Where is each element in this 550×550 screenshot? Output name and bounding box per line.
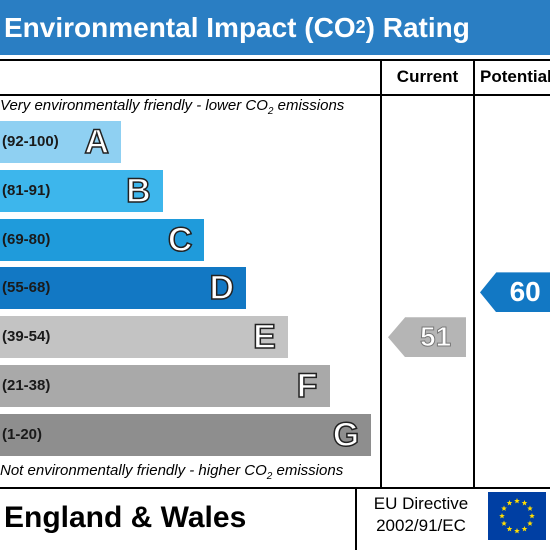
eu-star — [521, 500, 528, 506]
frame-top-line — [0, 59, 550, 61]
band-range-label: (92-100) — [2, 133, 59, 150]
eu-star — [506, 525, 513, 532]
eu-star — [529, 513, 535, 519]
region-label: England & Wales — [4, 501, 247, 534]
band-g: (1-20) G — [0, 413, 372, 456]
chart-title: Environmental Impact (CO 2) Rating — [0, 0, 550, 55]
band-range-label: (21-38) — [2, 377, 51, 394]
band-letter-label: F — [296, 366, 318, 406]
eu-star — [521, 525, 528, 532]
caption-top-suffix: emissions — [273, 97, 345, 114]
current-rating-value: 51 — [420, 321, 452, 353]
title-suffix: ) Rating — [365, 11, 470, 43]
frame-divider-right — [473, 59, 475, 489]
band-letter-label: D — [209, 269, 235, 309]
eu-star — [501, 520, 507, 526]
directive-line-2: 2002/91/EC — [376, 516, 466, 535]
frame-bottom-line — [0, 487, 550, 489]
band-range-label: (1-20) — [2, 425, 43, 443]
band-letter-label: A — [84, 122, 110, 162]
caption-top-prefix: Very environmentally friendly - lower CO — [0, 97, 268, 114]
current-rating-arrow: 51 — [388, 317, 466, 358]
caption-bottom-prefix: Not environmentally friendly - higher CO — [0, 462, 267, 479]
eu-flag-icon — [488, 492, 546, 540]
caption-top: Very environmentally friendly - lower CO… — [0, 97, 344, 117]
eu-star — [501, 505, 507, 511]
band-b: (81-91) B — [0, 169, 163, 212]
frame-divider-left — [380, 59, 382, 489]
caption-bottom-suffix: emissions — [272, 462, 344, 479]
band-e: (39-54) E — [0, 316, 288, 359]
eu-star — [527, 520, 533, 526]
band-letter-label: B — [125, 171, 151, 211]
band-range-label: (39-54) — [2, 328, 51, 346]
band-c: (69-80) C — [0, 218, 205, 261]
caption-bottom-sub: 2 — [266, 471, 273, 482]
caption-top-sub: 2 — [267, 106, 274, 117]
eu-stars-icon — [499, 498, 535, 534]
potential-rating-arrow: 60 — [480, 272, 550, 313]
eu-star — [506, 500, 513, 506]
potential-rating-value: 60 — [509, 276, 541, 308]
band-range-label: (69-80) — [2, 230, 51, 248]
title-subscript: 2 — [355, 17, 366, 37]
frame-header-line — [0, 94, 550, 96]
footer-divider — [355, 489, 357, 550]
band-letter-label: C — [167, 220, 193, 260]
band-a: (92-100) A — [0, 121, 121, 163]
eu-star — [514, 498, 520, 504]
band-letter-label: G — [332, 415, 360, 455]
eu-star — [527, 505, 533, 511]
eu-star — [499, 513, 505, 519]
eu-star — [514, 528, 520, 534]
band-f: (21-38) F — [0, 365, 330, 407]
band-d: (55-68) D — [0, 267, 247, 310]
caption-bottom: Not environmentally friendly - higher CO… — [0, 462, 343, 482]
directive-line-1: EU Directive — [373, 494, 469, 513]
band-letter-label: E — [252, 317, 276, 357]
column-header-current: Current — [396, 67, 459, 86]
title-prefix: Environmental Impact (CO — [4, 11, 356, 43]
band-range-label: (55-68) — [2, 279, 51, 297]
band-range-label: (81-91) — [2, 181, 51, 199]
column-header-potential: Potential — [480, 67, 550, 86]
